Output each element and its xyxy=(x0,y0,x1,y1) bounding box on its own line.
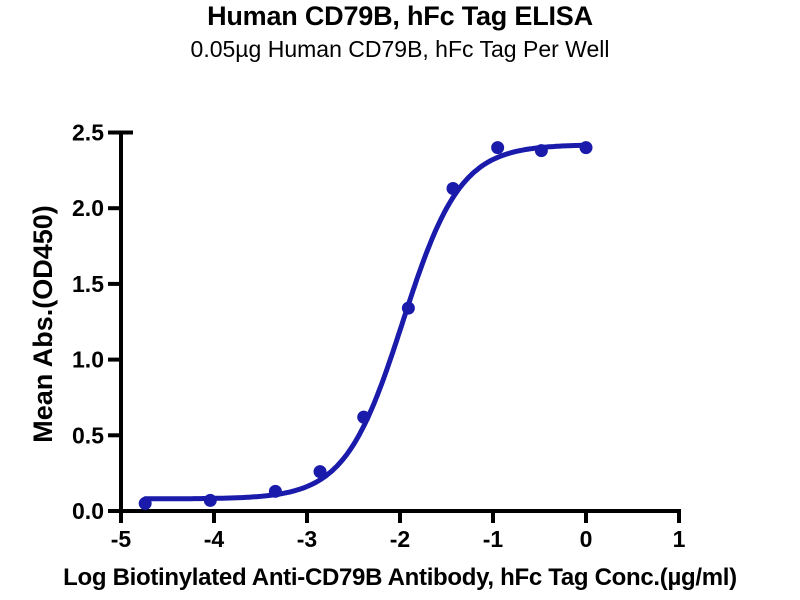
x-tick-label: 1 xyxy=(673,526,686,552)
data-points xyxy=(138,141,593,510)
y-tick-label: 0.0 xyxy=(72,498,104,524)
data-point xyxy=(401,301,415,315)
axis-ticks xyxy=(108,130,681,523)
x-tick-label: 0 xyxy=(580,526,593,552)
axes xyxy=(108,132,681,513)
data-point xyxy=(313,465,327,479)
chart-title: Human CD79B, hFc Tag ELISA xyxy=(207,1,593,31)
x-tick-label: -5 xyxy=(111,526,132,552)
data-point xyxy=(203,493,217,507)
x-tick-label: -1 xyxy=(483,526,504,552)
data-point xyxy=(534,144,548,158)
y-axis-title: Mean Abs.(OD450) xyxy=(28,205,58,443)
x-axis-title: Log Biotinylated Anti-CD79B Antibody, hF… xyxy=(63,564,737,591)
data-point xyxy=(579,141,593,155)
y-tick-label: 2.5 xyxy=(72,120,104,146)
x-tick-label: -2 xyxy=(390,526,410,552)
data-point xyxy=(268,484,282,498)
chart-subtitle: 0.05µg Human CD79B, hFc Tag Per Well xyxy=(190,36,610,62)
data-point xyxy=(491,141,505,155)
x-tick-label: -4 xyxy=(204,526,225,552)
axis-tick-labels: -5 -4 -3 -2 -1 0 1 0.0 0.5 1.0 1.5 2.0 2.5 xyxy=(72,120,686,553)
y-tick-label: 1.5 xyxy=(72,271,104,297)
y-tick-label: 1.0 xyxy=(72,347,104,373)
y-tick-label: 2.0 xyxy=(72,195,104,221)
y-tick-label: 0.5 xyxy=(72,422,104,448)
data-point xyxy=(138,496,152,510)
fit-curve xyxy=(142,142,589,502)
data-point xyxy=(446,182,460,196)
data-point xyxy=(357,410,371,424)
x-tick-label: -3 xyxy=(297,526,317,552)
